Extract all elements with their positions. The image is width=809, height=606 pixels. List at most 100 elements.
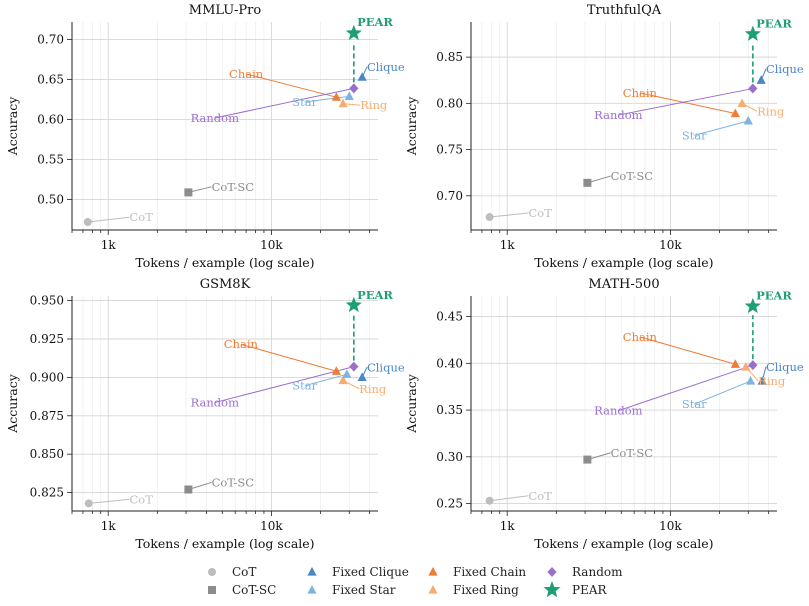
annotation-label-fixed-chain: Chain xyxy=(224,337,259,351)
annotation-connector-random xyxy=(618,364,753,412)
annotation-label-cot: CoT xyxy=(129,210,153,224)
y-tick-label: 0.40 xyxy=(436,356,463,370)
legend-item-random: Random xyxy=(547,565,623,579)
point-cot-sc xyxy=(583,178,592,187)
panel-truthfulqa: 0.70 0.75 0.80 0.85 1k 10k TruthfulQA Tokens / … xyxy=(404,3,804,270)
panel-title: GSM8K xyxy=(200,277,251,292)
panel-title: MMLU-Pro xyxy=(189,3,262,18)
y-axis-label: Accuracy xyxy=(404,373,419,434)
point-fixed-star xyxy=(745,376,756,385)
point-fixed-star xyxy=(342,369,352,378)
panel-gsm8k: 0.825 0.850 0.875 0.900 0.925 0.950 1k 10k GSM8K… xyxy=(5,277,405,551)
panel-title: TruthfulQA xyxy=(587,3,662,18)
y-axis-label: Accuracy xyxy=(404,96,419,157)
annotation-connector-fixed-chain xyxy=(639,92,736,115)
legend-label: Fixed Clique xyxy=(332,565,409,579)
legend-marker-diamond-icon xyxy=(547,567,557,577)
legend-item-cot: CoT xyxy=(208,565,256,579)
annotation-label-random: Random xyxy=(594,404,642,418)
point-fixed-star xyxy=(743,115,753,125)
y-tick-label: 0.950 xyxy=(30,294,64,308)
annotation-connector-fixed-ring xyxy=(343,103,361,106)
legend-label: CoT-SC xyxy=(232,583,276,597)
annotation-connector-cot xyxy=(489,495,529,502)
x-axis-label: Tokens / example (log scale) xyxy=(534,255,713,270)
legend-label: Fixed Ring xyxy=(453,583,519,597)
y-tick-label: 0.925 xyxy=(30,332,64,346)
annotation-label-fixed-star: Star xyxy=(292,379,317,393)
point-pear xyxy=(345,296,362,313)
y-tick-label: 0.25 xyxy=(436,497,463,511)
legend-marker-square-icon xyxy=(208,586,216,594)
y-tick-label: 0.900 xyxy=(30,370,64,384)
legend-item-fixed-chain: Fixed Chain xyxy=(428,565,526,579)
annotation-connector-fixed-chain xyxy=(245,73,337,98)
y-axis-label: Accuracy xyxy=(5,373,20,434)
point-pear xyxy=(744,25,761,41)
x-tick-label: 1k xyxy=(500,519,516,533)
point-fixed-clique xyxy=(757,376,767,385)
x-tick-label: 10k xyxy=(659,519,682,533)
x-tick-label: 1k xyxy=(101,238,117,252)
annotation-label-fixed-clique: Clique xyxy=(766,62,804,76)
x-axis-label: Tokens / example (log scale) xyxy=(534,536,713,551)
annotation-label-fixed-star: Star xyxy=(682,397,707,411)
y-tick-label: 0.35 xyxy=(436,403,463,417)
legend-item-fixed-star: Fixed Star xyxy=(307,583,396,597)
y-tick-label: 0.825 xyxy=(30,486,64,500)
point-cot-sc xyxy=(583,455,592,464)
x-tick-label: 1k xyxy=(101,519,117,533)
y-tick-label: 0.30 xyxy=(436,450,463,464)
annotation-label-cot: CoT xyxy=(528,489,552,503)
annotation-label-fixed-clique: Clique xyxy=(766,360,804,374)
annotation-connector-fixed-chain xyxy=(240,343,337,372)
annotation-label-fixed-clique: Clique xyxy=(367,360,405,374)
legend-item-pear: PEAR xyxy=(543,581,608,598)
point-fixed-star xyxy=(344,91,354,100)
legend-label: PEAR xyxy=(572,583,608,597)
annotation-connector-cot xyxy=(88,498,130,504)
annotation-label-fixed-star: Star xyxy=(292,95,317,109)
legend-marker-star-icon xyxy=(543,581,561,598)
point-random xyxy=(349,361,359,372)
annotation-label-pear: PEAR xyxy=(756,289,792,303)
legend-label: Fixed Chain xyxy=(453,565,526,579)
point-fixed-clique xyxy=(756,75,766,84)
annotation-label-cot-sc: CoT-SC xyxy=(212,475,255,489)
annotation-label-cot-sc: CoT-SC xyxy=(611,446,654,460)
y-tick-label: 0.50 xyxy=(37,193,64,207)
annotation-connector-fixed-star xyxy=(694,380,751,405)
legend-marker-circle-icon xyxy=(208,568,216,576)
y-tick-label: 0.65 xyxy=(37,73,64,87)
y-tick-label: 0.70 xyxy=(37,33,64,47)
x-tick-label: 10k xyxy=(260,519,283,533)
y-tick-label: 0.850 xyxy=(30,447,64,461)
legend-item-fixed-ring: Fixed Ring xyxy=(428,583,519,597)
annotation-label-cot-sc: CoT-SC xyxy=(611,169,654,183)
point-pear xyxy=(744,297,761,314)
point-cot-sc xyxy=(184,188,193,197)
legend: CoT CoT-SC Fixed Clique Fixed Star Fixed Cha… xyxy=(208,565,623,598)
annotation-label-random: Random xyxy=(191,396,239,410)
x-tick-label: 10k xyxy=(659,238,682,252)
annotation-label-fixed-chain: Chain xyxy=(623,86,658,100)
legend-marker-triangle-icon xyxy=(307,567,317,576)
panel-title: MATH-500 xyxy=(588,277,659,292)
point-random xyxy=(349,83,359,94)
annotation-connector-random xyxy=(618,88,753,116)
annotation-label-pear: PEAR xyxy=(357,288,393,302)
annotation-label-fixed-ring: Ring xyxy=(757,104,785,118)
point-fixed-ring xyxy=(741,362,751,371)
y-tick-label: 0.80 xyxy=(436,96,463,110)
y-tick-label: 0.85 xyxy=(436,50,463,64)
point-random xyxy=(748,360,758,371)
y-tick-label: 0.75 xyxy=(436,143,463,157)
y-tick-label: 0.875 xyxy=(30,409,64,423)
x-axis-label: Tokens / example (log scale) xyxy=(135,255,314,270)
point-cot-sc xyxy=(184,485,193,494)
legend-marker-triangle-icon xyxy=(307,585,317,594)
point-fixed-ring xyxy=(737,98,747,107)
annotation-label-pear: PEAR xyxy=(756,17,792,31)
annotation-label-random: Random xyxy=(594,108,642,122)
